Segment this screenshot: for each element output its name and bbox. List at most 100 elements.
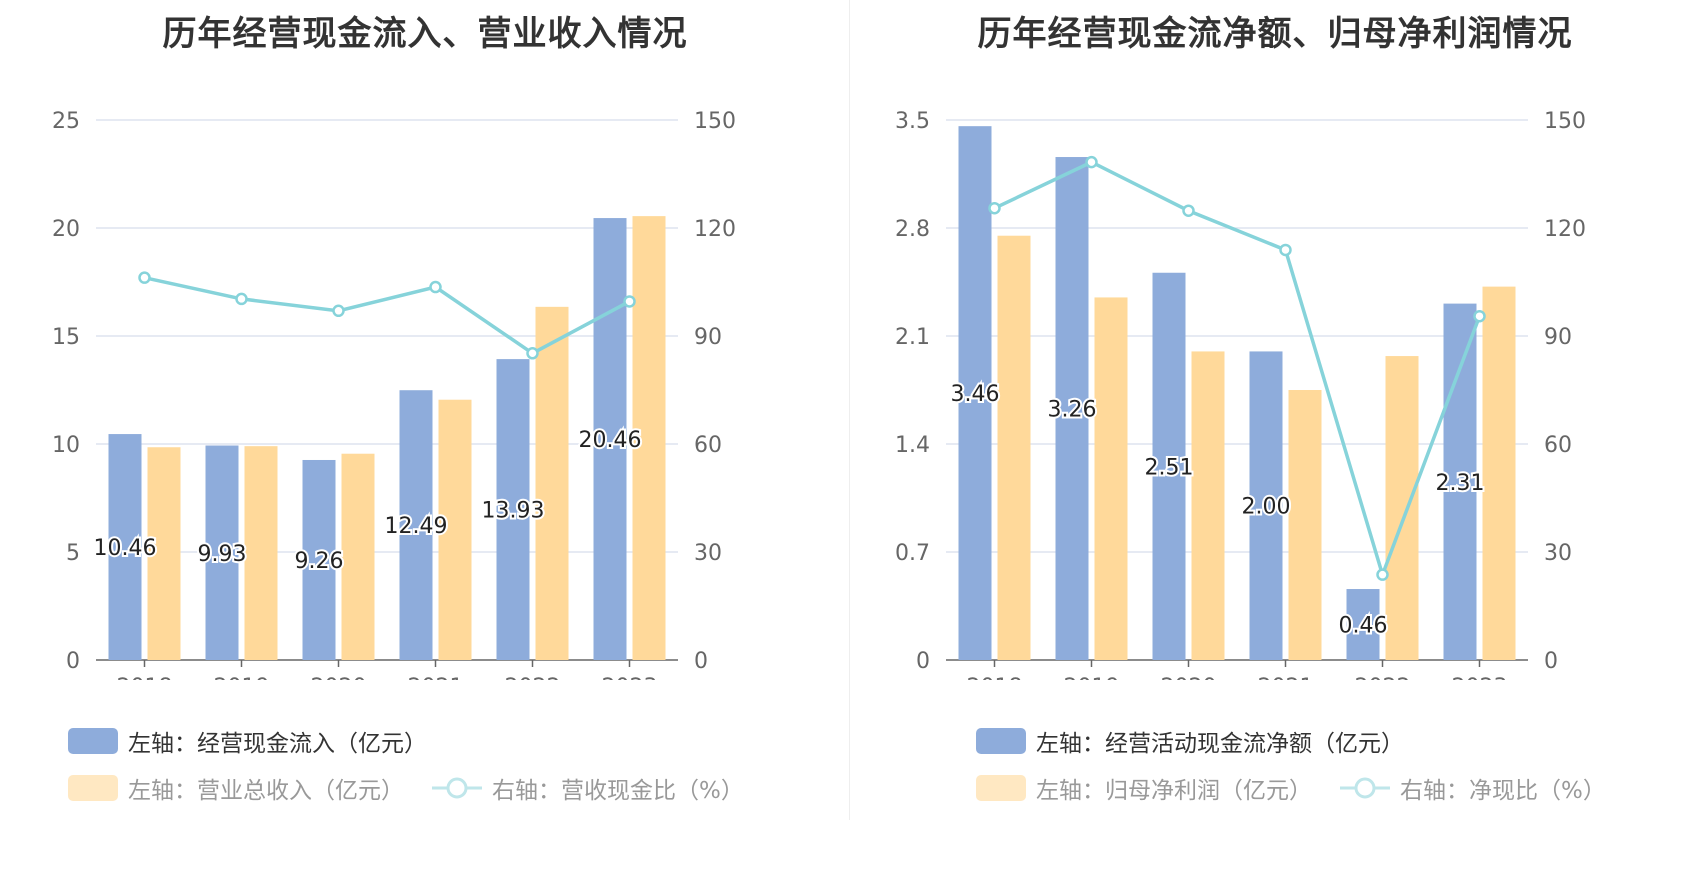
x-axis-tick-label: 2021: [408, 675, 464, 680]
legend-item-bar2[interactable]: 左轴：归母净利润（亿元）: [976, 771, 1312, 805]
panel-divider: [849, 0, 850, 820]
bar-1-2020: [1152, 272, 1186, 660]
right-axis-tick-label: 120: [1544, 217, 1586, 242]
legend-swatch-line: [432, 775, 482, 801]
line-point-2019: [235, 292, 248, 306]
legend-row-2: 左轴：营业总收入（亿元） 右轴：营收现金比（%）: [68, 771, 772, 805]
line-point-2020: [1182, 204, 1195, 217]
legend-swatch-bar2: [976, 775, 1026, 801]
left-axis-tick-label: 20: [52, 217, 80, 242]
line-point-2023: [623, 295, 636, 308]
line-point-2022: [1376, 568, 1389, 581]
legend-label-line: 右轴：营收现金比（%）: [492, 778, 744, 804]
left-axis-tick-label: 25: [52, 109, 80, 134]
left-axis-tick-label: 1.4: [895, 433, 930, 458]
x-axis-tick-label: 2022: [1355, 675, 1411, 680]
bar-1-2022: [496, 359, 530, 660]
data-label-2019: 3.26: [1048, 398, 1097, 423]
right-axis-tick-label: 0: [1544, 649, 1558, 674]
right-axis-tick-label: 60: [694, 433, 722, 458]
right-axis-tick-label: 0: [694, 649, 708, 674]
chart-panel-net-cashflow: 历年经营现金流净额、归母净利润情况 0 0 0.7 30 1.4 60 2.1 90 2.8 12…: [850, 0, 1700, 874]
legend-item-bar1[interactable]: 左轴：经营活动现金流净额（亿元）: [976, 724, 1404, 758]
data-label-2023: 20.46: [579, 428, 642, 453]
chart-plot-area: 0 0 0.7 30 1.4 60 2.1 90 2.8 120 3.5 150 2018 2019 202…: [895, 109, 1586, 680]
bar-2-2022: [535, 306, 569, 660]
bar-2-2019: [244, 446, 278, 660]
bar-1-2023: [593, 218, 627, 660]
line-point-2018: [988, 201, 1001, 215]
legend-row-1: 左轴：经营活动现金流净额（亿元）: [976, 724, 1432, 758]
data-label-2018: 3.46: [951, 382, 1000, 407]
right-axis-tick-label: 30: [694, 541, 722, 566]
left-axis-tick-label: 0: [916, 649, 930, 674]
bar-2-2023: [632, 216, 666, 660]
bar-1-2021: [399, 390, 433, 660]
line-series: [993, 160, 1482, 581]
data-label-2020: 9.26: [295, 549, 344, 574]
right-axis-tick-label: 90: [1544, 325, 1572, 350]
right-axis-tick-label: 120: [694, 217, 736, 242]
line-point-2021: [1279, 243, 1292, 257]
right-axis-tick-label: 30: [1544, 541, 1572, 566]
data-label-2022: 0.46: [1339, 614, 1388, 639]
x-axis-tick-label: 2019: [214, 675, 270, 680]
bar-2-2021: [1288, 390, 1322, 660]
right-axis-tick-label: 150: [694, 109, 736, 134]
left-axis-tick-label: 10: [52, 433, 80, 458]
data-label-2018: 10.46: [94, 536, 157, 561]
legend-row-2: 左轴：归母净利润（亿元） 右轴：净现比（%）: [976, 771, 1634, 805]
bar-2-2018: [147, 447, 181, 660]
bar-1-2019: [1055, 157, 1089, 660]
bar-1-2021: [1249, 351, 1283, 660]
legend-item-bar2[interactable]: 左轴：营业总收入（亿元）: [68, 771, 404, 805]
legend-item-bar1[interactable]: 左轴：经营现金流入（亿元）: [68, 724, 427, 758]
x-axis-tick-label: 2019: [1064, 675, 1120, 680]
legend-swatch-bar2: [68, 775, 118, 801]
left-axis-tick-label: 3.5: [895, 109, 930, 134]
data-label-2020: 2.51: [1145, 455, 1194, 480]
chart-panel-cashflow-inflow: 历年经营现金流入、营业收入情况 0 0 5 30 10 60 15 90 20 120 25 150 2…: [52, 14, 772, 805]
left-axis-tick-label: 2.8: [895, 217, 930, 242]
legend-swatch-bar1: [68, 728, 118, 754]
legend-item-line[interactable]: 右轴：净现比（%）: [1340, 771, 1606, 805]
bar-2-2021: [438, 399, 472, 660]
chart-title: 历年经营现金流入、营业收入情况: [162, 14, 688, 54]
right-axis-tick-label: 150: [1544, 109, 1586, 134]
legend-label-bar2: 左轴：营业总收入（亿元）: [128, 778, 404, 804]
x-axis-tick-label: 2018: [967, 675, 1023, 680]
legend-item-line[interactable]: 右轴：营收现金比（%）: [432, 771, 744, 805]
x-axis-tick-label: 2018: [117, 675, 173, 680]
bar-1-2018: [958, 126, 992, 660]
bar-2-2020: [1191, 351, 1225, 660]
bar-1-2020: [302, 459, 336, 660]
left-axis-tick-label: 0.7: [895, 541, 930, 566]
bar-2-2018: [997, 235, 1031, 660]
line-point-2018: [138, 271, 151, 284]
chart-title: 历年经营现金流净额、归母净利润情况: [977, 14, 1573, 54]
left-axis-tick-label: 0: [66, 649, 80, 674]
bar-1-2023: [1443, 303, 1477, 660]
line-point-2022: [526, 347, 539, 360]
left-axis-tick-label: 2.1: [895, 325, 930, 350]
legend-label-bar1: 左轴：经营活动现金流净额（亿元）: [1036, 731, 1404, 757]
data-label-2019: 9.93: [198, 542, 247, 567]
line-point-2023: [1473, 309, 1486, 323]
bar-2-2019: [1094, 297, 1128, 660]
line-series: [144, 275, 631, 356]
x-axis-tick-label: 2020: [1161, 675, 1217, 680]
line-point-2019: [1085, 155, 1098, 169]
data-label-2023: 2.31: [1436, 471, 1485, 496]
legend-label-bar2: 左轴：归母净利润（亿元）: [1036, 778, 1312, 804]
legend-row-1: 左轴：经营现金流入（亿元）: [68, 724, 455, 758]
legend-label-bar1: 左轴：经营现金流入（亿元）: [128, 731, 427, 757]
bar-1-2019: [205, 445, 239, 660]
right-axis-tick-label: 90: [694, 325, 722, 350]
bar-2-2020: [341, 453, 375, 660]
data-label-2021: 12.49: [385, 514, 448, 539]
legend-swatch-line: [1340, 775, 1390, 801]
x-axis-tick-label: 2020: [311, 675, 367, 680]
chart-plot-area: 0 0 5 30 10 60 15 90 20 120 25 150 2018 2019 2020 2021 2…: [52, 109, 736, 680]
left-axis-tick-label: 15: [52, 325, 80, 350]
